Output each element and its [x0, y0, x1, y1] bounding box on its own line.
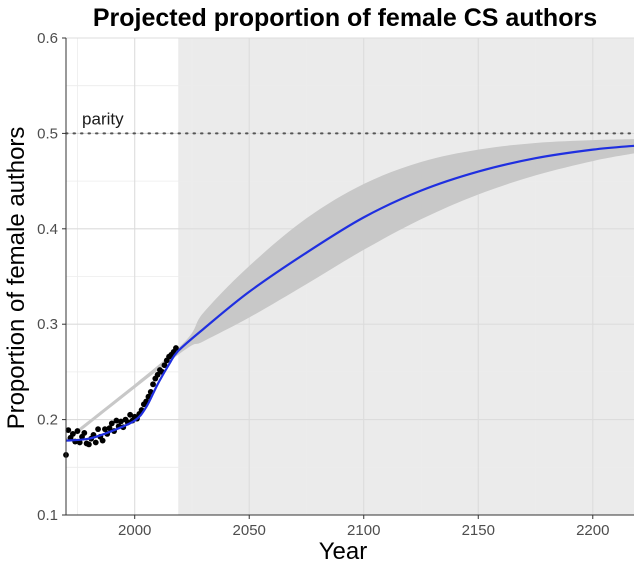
parity-label: parity	[82, 109, 124, 128]
y-tick-label: 0.1	[37, 507, 58, 524]
y-axis-label: Proportion of female authors	[3, 127, 30, 430]
observed-point	[86, 441, 92, 448]
x-tick-label: 2050	[233, 522, 266, 539]
observed-point	[127, 411, 134, 418]
y-tick-label: 0.4	[37, 221, 58, 238]
observed-point	[161, 362, 168, 369]
observed-point	[118, 418, 124, 425]
observed-point	[154, 371, 161, 378]
observed-point	[92, 439, 99, 446]
observed-point	[99, 437, 106, 444]
observed-point	[102, 426, 108, 433]
observed-point	[113, 417, 120, 424]
x-tick-label: 2000	[118, 522, 151, 539]
observed-point	[108, 420, 115, 427]
observed-point	[150, 381, 156, 388]
x-axis-label: Year	[319, 538, 368, 565]
y-tick-label: 0.6	[37, 30, 58, 47]
x-tick-label: 2200	[576, 522, 609, 539]
observed-point	[76, 439, 83, 446]
observed-point	[95, 426, 101, 433]
observed-point	[173, 345, 179, 351]
plot-area: parity 0.1 0.2 0.3 0.4 0.5 0.6 2000 2050 2100 2150…	[37, 30, 635, 539]
y-tick-label: 0.5	[37, 125, 58, 142]
x-tick-label: 2150	[462, 522, 495, 539]
observed-point	[74, 428, 81, 434]
y-tick-label: 0.3	[37, 316, 58, 333]
observed-point	[65, 427, 72, 433]
x-tick-label: 2100	[347, 522, 380, 539]
observed-point	[69, 431, 76, 437]
chart-title: Projected proportion of female CS author…	[93, 4, 597, 32]
observed-point	[81, 430, 88, 436]
confidence-band	[66, 139, 634, 443]
projection-line	[65, 144, 635, 442]
y-tick-label: 0.2	[37, 412, 58, 429]
observed-point	[106, 425, 113, 432]
